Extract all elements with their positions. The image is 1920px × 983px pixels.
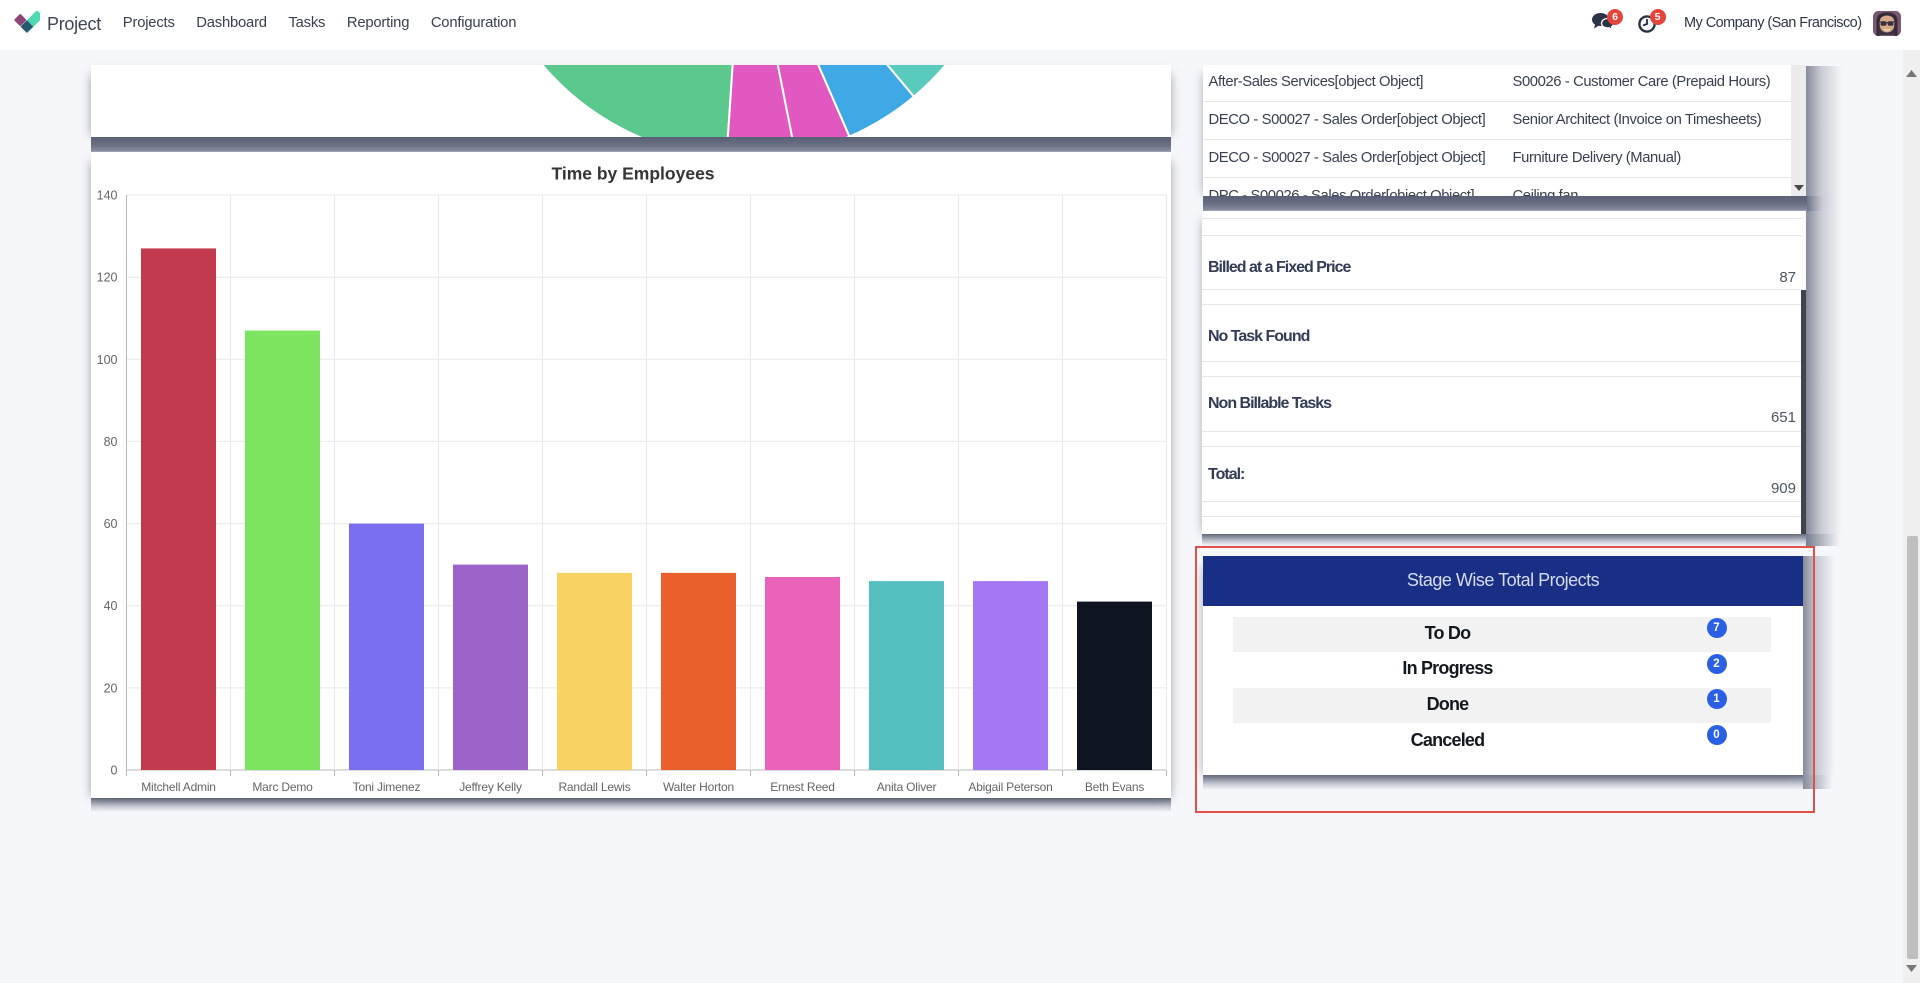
svg-text:140: 140: [97, 189, 118, 203]
svg-text:100: 100: [97, 353, 118, 367]
svg-text:Marc Demo: Marc Demo: [252, 780, 313, 794]
svg-text:Jeffrey Kelly: Jeffrey Kelly: [459, 780, 522, 794]
svg-text:Time by Employees: Time by Employees: [551, 164, 714, 184]
svg-text:Toni Jimenez: Toni Jimenez: [353, 780, 421, 794]
svg-text:Beth Evans: Beth Evans: [1085, 780, 1145, 794]
svg-text:Randall Lewis: Randall Lewis: [558, 780, 630, 794]
svg-text:120: 120: [97, 271, 118, 285]
svg-text:20: 20: [104, 681, 118, 695]
svg-text:Walter Horton: Walter Horton: [663, 780, 734, 794]
svg-text:0: 0: [111, 764, 118, 778]
svg-text:Anita Oliver: Anita Oliver: [877, 780, 937, 794]
svg-text:Abigail Peterson: Abigail Peterson: [968, 780, 1052, 794]
svg-text:Ernest Reed: Ernest Reed: [770, 780, 835, 794]
svg-text:Mitchell Admin: Mitchell Admin: [141, 780, 216, 794]
svg-text:60: 60: [104, 517, 118, 531]
svg-text:80: 80: [104, 435, 118, 449]
svg-text:40: 40: [104, 599, 118, 613]
